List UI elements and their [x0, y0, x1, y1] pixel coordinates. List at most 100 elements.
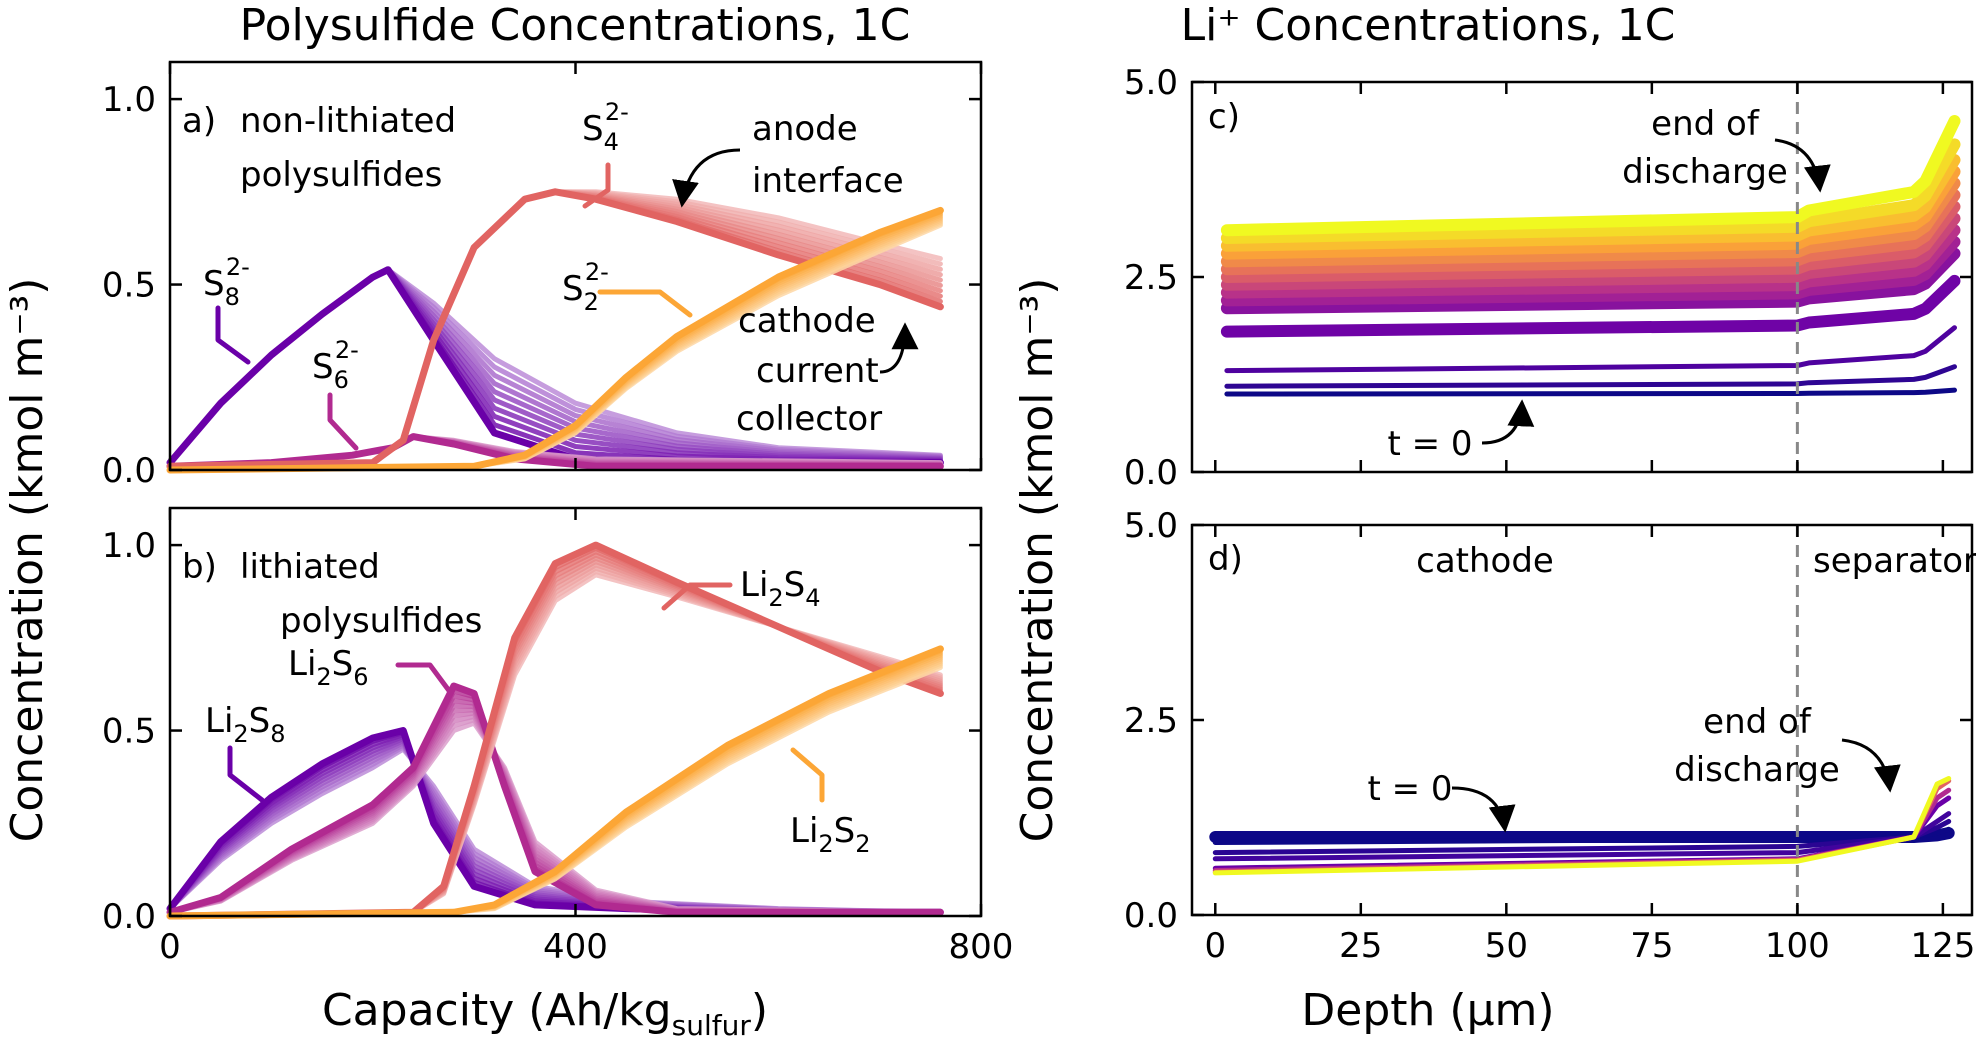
leader-li2s8	[227, 745, 265, 803]
svg-text:S62-: S62-	[312, 336, 359, 394]
panel-b-curves	[166, 541, 944, 920]
panel-c-ytick-label: 0.0	[1124, 453, 1178, 493]
panel-d: 0 25 50 75 100 125 0.0 2.5 5.0 d) cathode separa…	[1124, 506, 1976, 966]
y-axis-label-left: Concentration (kmol m⁻³)	[2, 278, 53, 843]
label-li2s8: Li2S8	[205, 701, 286, 803]
arrow-d-t0	[1451, 786, 1516, 833]
series-line-li2s4	[166, 541, 944, 920]
panel-a-header-line2: polysulfides	[240, 155, 442, 195]
panel-d-ticks: 0 25 50 75 100 125 0.0 2.5 5.0	[1124, 506, 1975, 966]
label-s2: S22-	[562, 258, 693, 318]
annotation-c-t0: t = 0	[1387, 424, 1472, 464]
leader-s4	[582, 162, 611, 209]
panel-d-ytick-label: 0.0	[1124, 896, 1178, 936]
panel-d-curves	[1209, 776, 1955, 876]
panel-d-label: d)	[1208, 539, 1243, 579]
panel-b-ytick-label: 0.0	[102, 897, 156, 937]
annotation-current: current	[756, 351, 879, 391]
panel-b: 0 400 800 0.0 0.5 1.0 b) lithiated polysulfid…	[102, 506, 1014, 967]
li-profile-line	[1220, 138, 1961, 244]
label-s6: S62-	[312, 336, 359, 451]
leader-li2s6	[395, 662, 453, 695]
svg-text:S82-: S82-	[203, 253, 250, 311]
panel-a-label: a)	[182, 101, 216, 141]
label-li2s6: Li2S6	[288, 644, 453, 695]
panel-d-xtick-label: 125	[1910, 926, 1975, 966]
li-profile-line	[1220, 247, 1961, 315]
x-axis-label-left-sub: sulfur	[672, 1009, 752, 1037]
leader-s6	[327, 392, 359, 451]
li-profile-line	[1220, 224, 1961, 299]
annotation-c-end-of: end of	[1651, 104, 1760, 144]
x-axis-label-left-main: Capacity (Ah/kg	[322, 985, 672, 1036]
svg-text:S42-: S42-	[582, 98, 629, 156]
panel-a-ytick-label: 0.5	[102, 266, 156, 306]
panel-c: 0.0 2.5 5.0 c) end of discharge t = 0	[1124, 63, 1974, 493]
series-line-li2s6	[166, 682, 944, 916]
panel-b-ytick-label: 0.5	[102, 712, 156, 752]
annotation-c-discharge: discharge	[1622, 152, 1788, 192]
panel-d-xtick-label: 100	[1765, 926, 1830, 966]
panel-b-xtick-label: 0	[159, 927, 181, 967]
svg-text:Li2S4: Li2S4	[740, 565, 821, 612]
series-line-li2s8	[167, 740, 943, 915]
panel-c-label: c)	[1208, 97, 1240, 137]
title-right: Li⁺ Concentrations, 1C	[1181, 0, 1676, 51]
annotation-d-end-of: end of	[1703, 702, 1812, 742]
annotation-d-separator: separator	[1813, 541, 1976, 581]
panel-b-label: b)	[182, 547, 217, 587]
li-profile-line	[1224, 364, 1957, 389]
title-left: Polysulfide Concentrations, 1C	[240, 0, 911, 51]
annotation-anode: anode	[752, 109, 858, 149]
leader-li2s4	[661, 582, 733, 611]
panel-b-xtick-label: 800	[949, 927, 1014, 967]
annotation-collector: collector	[736, 399, 882, 439]
panel-b-ticks: 0 400 800 0.0 0.5 1.0	[102, 508, 1014, 967]
annotation-d-cathode: cathode	[1416, 541, 1554, 581]
panel-c-ytick-label: 5.0	[1124, 63, 1178, 103]
panel-d-ytick-label: 2.5	[1124, 701, 1178, 741]
annotation-d-t0: t = 0	[1367, 769, 1452, 809]
annotation-d-discharge: discharge	[1674, 750, 1840, 790]
leader-s2	[597, 289, 693, 318]
arrow-c-t0	[1481, 399, 1535, 445]
panel-b-xtick-label: 400	[543, 927, 608, 967]
li-profile-line	[1224, 387, 1957, 397]
li-profile-line	[1224, 325, 1957, 374]
leader-li2s2	[790, 747, 825, 803]
panel-c-ticks: 0.0 2.5 5.0	[1124, 63, 1972, 493]
panel-d-xtick-label: 50	[1485, 926, 1528, 966]
panel-b-header-line1: lithiated	[240, 547, 380, 587]
x-axis-label-left-close: )	[751, 985, 768, 1036]
li-profile-line	[1212, 776, 1952, 876]
y-axis-label-right: Concentration (kmol m⁻³)	[1012, 278, 1063, 843]
svg-text:Li2S2: Li2S2	[790, 811, 871, 858]
label-li2s4: Li2S4	[661, 565, 821, 612]
x-axis-label-right: Depth (µm)	[1301, 985, 1554, 1036]
panel-b-ytick-label: 1.0	[102, 526, 156, 566]
panel-a-ticks: 0.0 0.5 1.0	[102, 62, 983, 491]
svg-text:Li2S6: Li2S6	[288, 644, 369, 691]
panel-c-ytick-label: 2.5	[1124, 258, 1178, 298]
panel-d-xtick-label: 75	[1630, 926, 1673, 966]
leader-s8	[215, 305, 251, 365]
panel-a-curves	[166, 188, 944, 474]
panel-b-header-line2: polysulfides	[280, 601, 482, 641]
series-line-s6-2-	[166, 433, 944, 470]
li-profile-line	[1220, 274, 1961, 338]
label-li2s2: Li2S2	[790, 747, 871, 858]
label-s8: S82-	[203, 253, 251, 365]
arrow-anode-interface	[672, 148, 741, 208]
li-profile-line	[1220, 235, 1961, 307]
annotation-interface: interface	[752, 161, 904, 201]
panel-d-xtick-label: 25	[1339, 926, 1382, 966]
panel-d-ytick-label: 5.0	[1124, 506, 1178, 546]
series-line-li2s2	[166, 645, 944, 920]
panel-a-header-line1: non-lithiated	[240, 101, 456, 141]
arrow-c-end-of-discharge	[1774, 138, 1831, 193]
annotation-cathode: cathode	[738, 301, 876, 341]
arrow-cathode-current-collector	[879, 322, 919, 374]
panel-d-xtick-label: 0	[1204, 926, 1226, 966]
panel-c-curves	[1220, 115, 1961, 397]
